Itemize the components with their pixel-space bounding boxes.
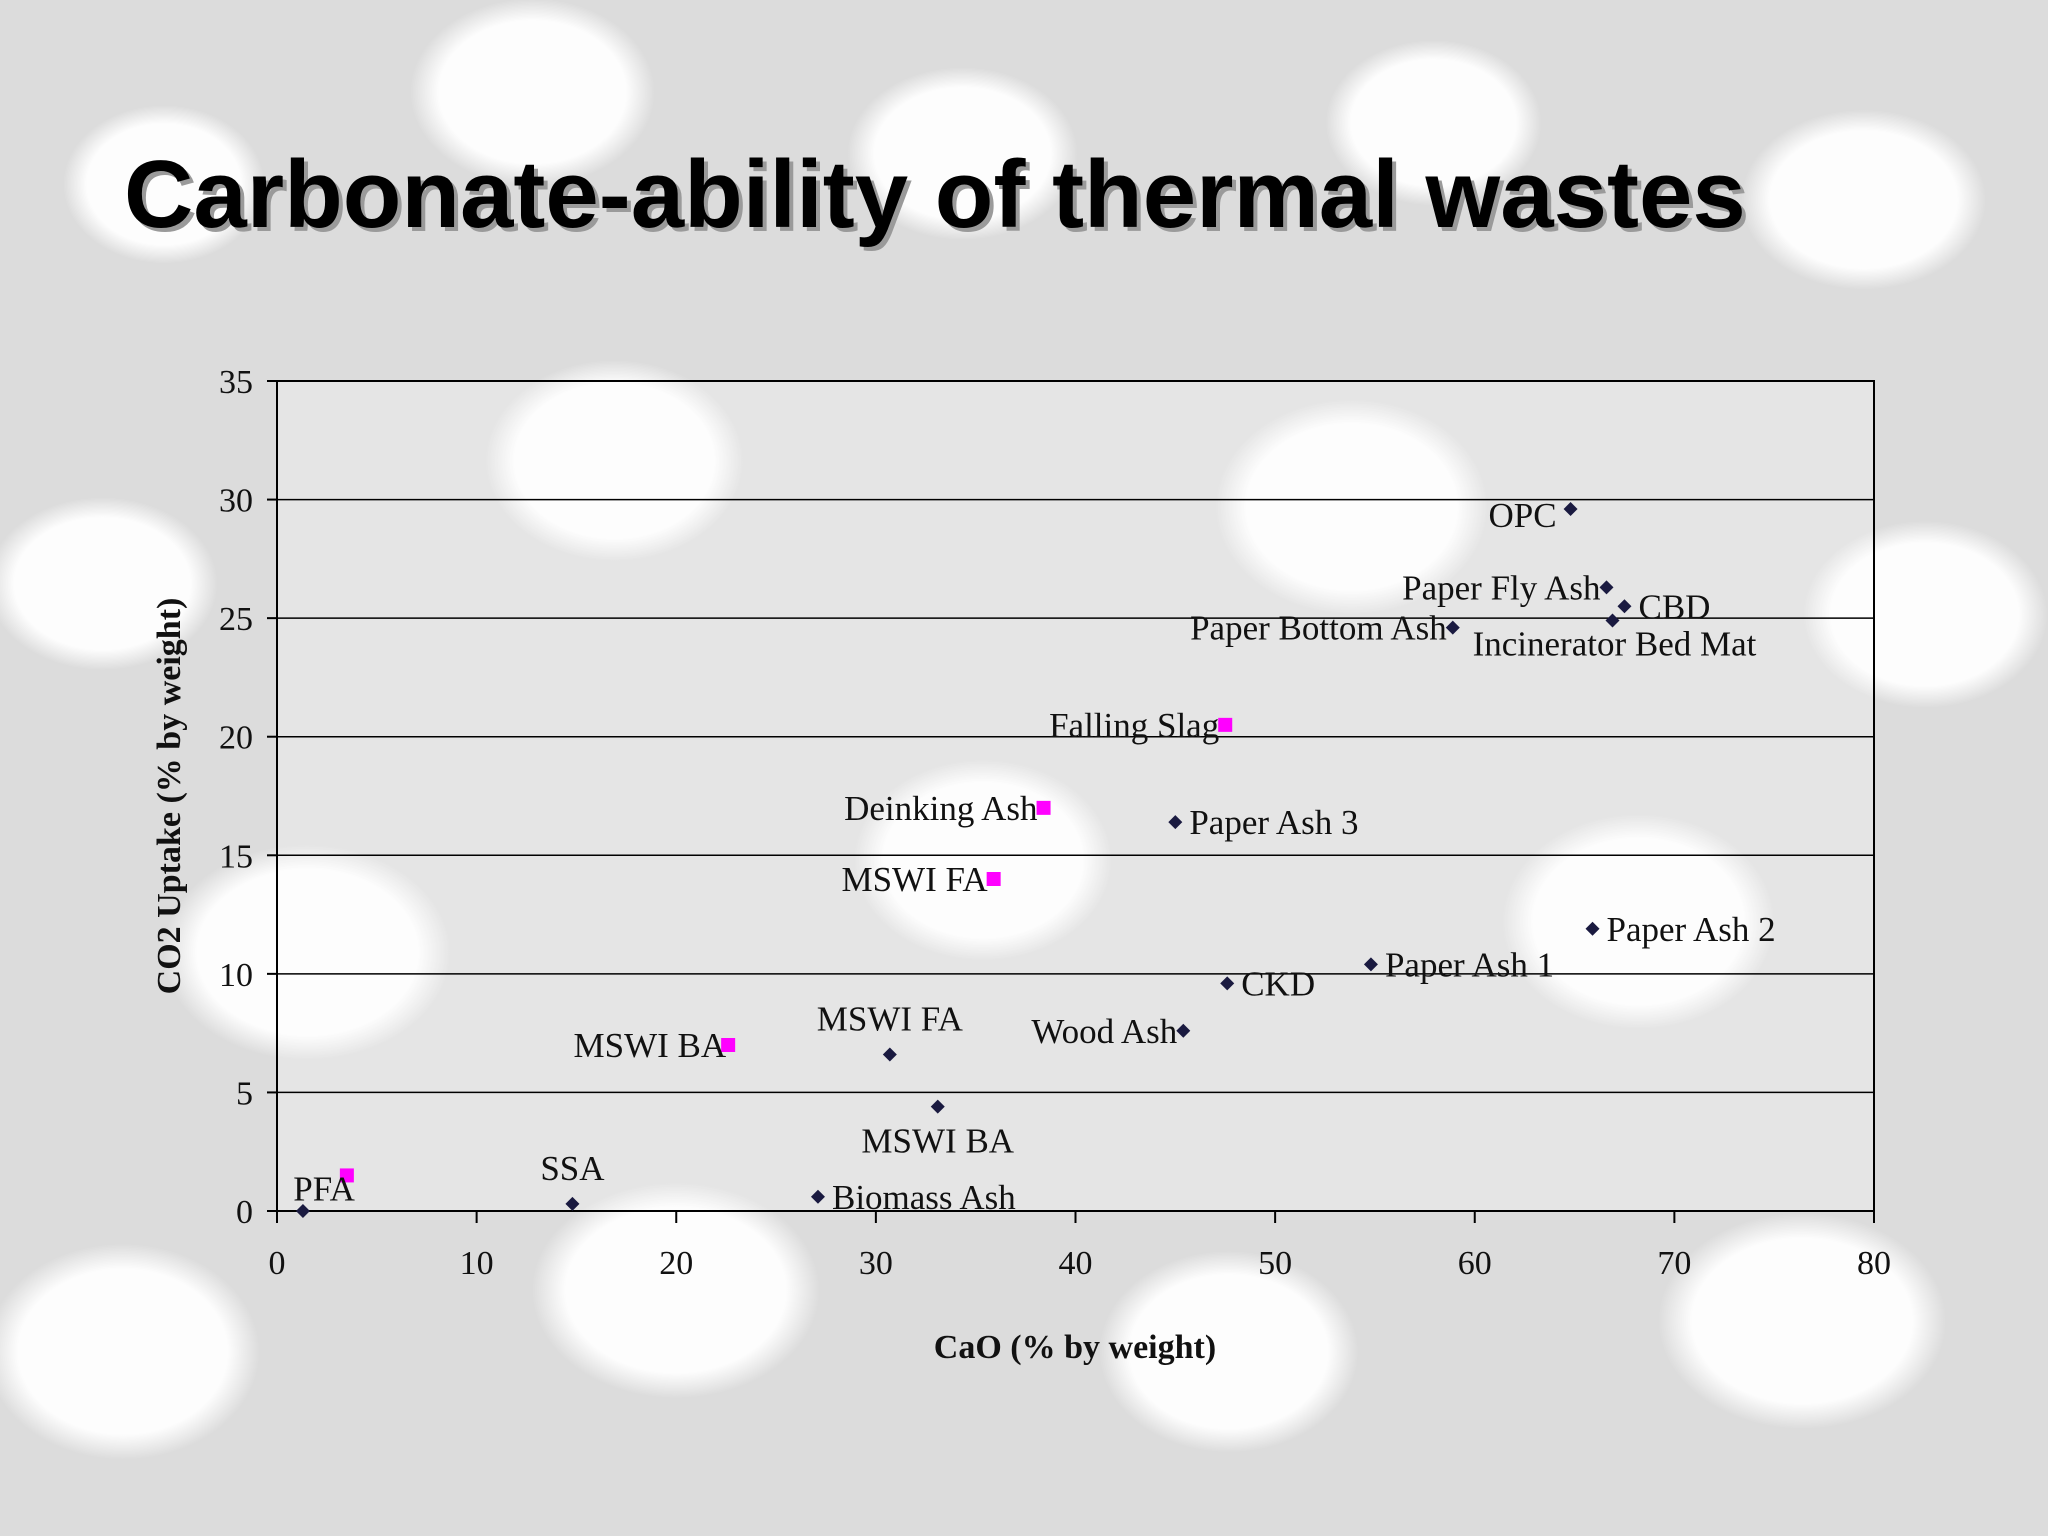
point-label: Biomass Ash: [832, 1178, 1016, 1217]
point-label: Paper Ash 2: [1607, 910, 1776, 949]
data-point-diamond: [1168, 815, 1183, 830]
y-axis-ticks: 0 5 10 15 20 25 30 35: [219, 364, 277, 1231]
point-label: SSA: [540, 1149, 605, 1188]
x-tick-label: 60: [1458, 1245, 1492, 1282]
point-label: CBD: [1638, 587, 1710, 626]
point-label: PFA: [293, 1169, 355, 1208]
data-point-diamond: [1363, 957, 1378, 972]
y-tick-label: 10: [219, 957, 253, 994]
point-label: Falling Slag: [1049, 706, 1219, 745]
x-tick-label: 30: [859, 1245, 893, 1282]
x-tick-label: 0: [269, 1245, 286, 1282]
y-tick-label: 15: [219, 838, 253, 875]
point-label: MSWI FA: [841, 860, 988, 899]
point-label: MSWI FA: [817, 999, 964, 1038]
x-tick-label: 70: [1657, 1245, 1691, 1282]
point-label: Incinerator Bed Mat: [1473, 625, 1757, 664]
slide-title: Carbonate-ability of thermal wastes: [124, 141, 1746, 248]
point-label: Paper Ash 1: [1385, 945, 1554, 984]
point-label: Wood Ash: [1031, 1012, 1177, 1051]
y-tick-label: 35: [219, 364, 253, 401]
y-tick-label: 5: [236, 1075, 253, 1112]
point-label: Paper Ash 3: [1189, 803, 1358, 842]
point-label: CKD: [1241, 964, 1315, 1003]
data-point-diamond: [1445, 620, 1460, 635]
data-point-diamond: [810, 1189, 825, 1204]
data-point-diamond: [565, 1196, 580, 1211]
data-point-diamond: [1599, 580, 1614, 595]
data-point-diamond: [295, 1204, 310, 1218]
data-point-diamond: [1220, 976, 1235, 991]
data-point-square: [339, 1168, 354, 1183]
y-tick-label: 20: [219, 720, 253, 757]
plot-area: [276, 380, 1875, 1212]
x-tick-label: 10: [460, 1245, 494, 1282]
data-point-square: [1218, 717, 1233, 732]
point-label: Paper Bottom Ash: [1190, 609, 1447, 648]
data-point-diamond: [1617, 599, 1632, 614]
y-tick-label: 30: [219, 483, 253, 520]
data-point-diamond: [1563, 502, 1578, 517]
point-label: MSWI BA: [861, 1122, 1014, 1161]
data-point-diamond: [1176, 1023, 1191, 1038]
x-tick-label: 40: [1059, 1245, 1093, 1282]
y-tick-label: 25: [219, 601, 253, 638]
x-tick-label: 20: [659, 1245, 693, 1282]
data-point-diamond: [1585, 921, 1600, 936]
y-axis-title: CO2 Uptake (% by weight): [151, 598, 188, 995]
data-point-diamond: [1605, 613, 1620, 628]
data-point-diamond: [930, 1099, 945, 1114]
point-label: OPC: [1488, 496, 1556, 535]
data-point-square: [986, 872, 1001, 886]
y-tick-label: 0: [236, 1194, 253, 1231]
data-point-diamond: [882, 1047, 897, 1062]
point-label: Paper Fly Ash: [1402, 568, 1601, 607]
x-tick-label: 80: [1857, 1245, 1891, 1282]
x-axis-title: CaO (% by weight): [934, 1329, 1216, 1366]
point-label: Deinking Ash: [844, 789, 1038, 828]
data-point-square: [1036, 800, 1051, 815]
data-points: [295, 502, 1632, 1218]
x-tick-label: 50: [1258, 1245, 1292, 1282]
grid-lines: [277, 498, 1874, 1094]
point-label: MSWI BA: [573, 1026, 726, 1065]
x-axis-ticks: 0 10 20 30 40 50 60 70 80: [269, 1211, 1891, 1282]
data-point-square: [721, 1038, 736, 1052]
